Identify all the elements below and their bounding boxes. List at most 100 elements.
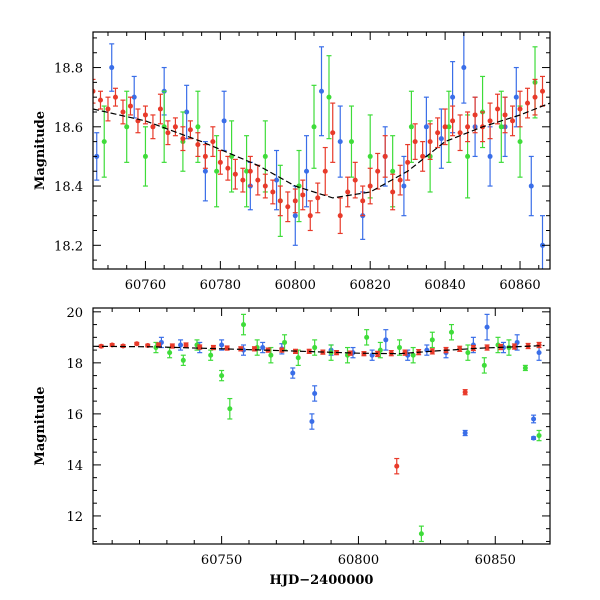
data-point	[382, 135, 388, 178]
data-point	[135, 108, 141, 134]
data-point	[210, 344, 216, 351]
data-point	[423, 96, 429, 158]
y-tick-label: 18.2	[54, 239, 83, 254]
data-point	[369, 349, 375, 361]
data-point	[270, 179, 276, 205]
data-point	[498, 90, 504, 163]
data-point	[394, 457, 400, 475]
data-point	[462, 389, 468, 396]
model-curve	[93, 102, 550, 199]
data-point	[240, 167, 246, 193]
data-point	[540, 75, 546, 107]
data-point	[251, 346, 257, 352]
data-point	[348, 105, 354, 178]
data-point	[105, 96, 111, 122]
data-point	[224, 345, 230, 351]
data-point	[337, 197, 343, 235]
data-point	[279, 347, 285, 353]
data-point	[435, 117, 441, 149]
data-point	[472, 96, 478, 134]
data-point	[383, 329, 389, 351]
model-curve	[93, 344, 545, 355]
data-point	[531, 414, 537, 424]
data-point	[300, 179, 306, 211]
data-point	[401, 155, 407, 217]
data-point	[169, 343, 175, 349]
data-point	[429, 348, 435, 355]
data-point	[178, 339, 184, 351]
data-point	[511, 343, 517, 350]
data-point	[312, 339, 318, 356]
x-tick-label: 60800	[338, 553, 379, 568]
data-point	[296, 149, 302, 223]
series-2	[101, 46, 538, 238]
data-point	[311, 84, 317, 169]
data-point	[295, 349, 301, 367]
data-point	[465, 111, 471, 143]
data-point	[229, 120, 235, 193]
data-point	[319, 46, 324, 137]
data-point	[410, 346, 416, 364]
x-tick-label: 60860	[499, 278, 540, 293]
data-point	[522, 364, 528, 372]
y-tick-label: 18.8	[54, 62, 83, 77]
top-panel: 60760 60780 60800 60820 60840 60860 18.2 18.4 18…	[33, 31, 551, 293]
data-point	[525, 87, 531, 119]
data-point	[502, 96, 508, 134]
data-point	[315, 182, 321, 214]
data-point	[337, 105, 343, 178]
y-tick-label: 14	[66, 459, 83, 474]
x-tick-label: 60760	[125, 278, 166, 293]
data-point	[292, 188, 298, 214]
data-point	[513, 66, 519, 128]
data-point	[97, 90, 103, 110]
y-tick-label: 16	[66, 408, 83, 423]
data-point	[465, 344, 471, 361]
data-point	[161, 90, 167, 163]
data-point	[424, 344, 430, 356]
series-1	[94, 32, 546, 269]
data-point	[150, 114, 156, 140]
x-tick-label: 60800	[275, 278, 316, 293]
y-tick-label: 12	[66, 510, 83, 525]
y-tick-label: 20	[66, 306, 83, 321]
data-point	[396, 339, 402, 356]
data-point	[307, 200, 313, 232]
data-point	[450, 105, 456, 137]
data-point	[183, 342, 189, 348]
data-point	[120, 99, 126, 125]
data-point	[360, 185, 366, 217]
data-point	[375, 152, 381, 190]
data-point	[255, 164, 261, 196]
data-point	[420, 141, 426, 172]
data-point	[322, 146, 328, 196]
data-point	[408, 90, 414, 163]
data-point	[484, 344, 490, 351]
x-tick-label: 60820	[350, 278, 391, 293]
data-point	[418, 525, 424, 543]
data-point	[412, 123, 418, 160]
data-point	[517, 90, 523, 128]
data-point	[309, 413, 315, 430]
data-point	[330, 102, 336, 163]
data-point	[462, 429, 468, 437]
data-point	[405, 143, 411, 181]
data-point	[142, 105, 148, 125]
plot-frame	[92, 307, 551, 545]
data-point	[290, 367, 296, 379]
data-point	[225, 155, 231, 181]
data-point	[367, 167, 373, 205]
data-point	[487, 102, 493, 140]
plot-area	[93, 313, 545, 543]
data-point	[260, 341, 266, 354]
data-point	[262, 173, 268, 199]
data-point	[93, 78, 96, 104]
data-point	[326, 55, 332, 140]
x-tick-label: 60850	[475, 553, 516, 568]
data-point	[442, 108, 448, 146]
data-point	[187, 120, 193, 140]
data-point	[247, 155, 253, 187]
data-point	[232, 158, 238, 190]
data-point	[397, 164, 403, 196]
